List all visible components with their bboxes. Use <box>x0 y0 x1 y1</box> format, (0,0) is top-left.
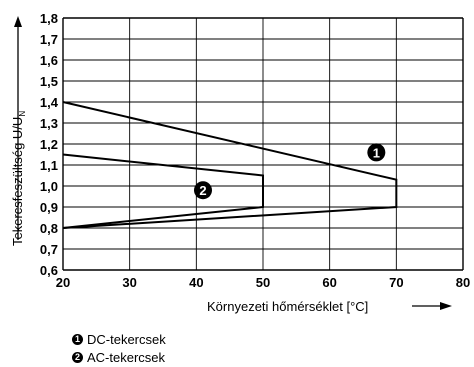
x-axis-title: Környezeti hőmérséklet [°C] <box>207 299 368 314</box>
y-tick-label: 0,9 <box>40 200 58 215</box>
legend-marker-1: 1 <box>72 334 83 345</box>
x-tick-label: 30 <box>122 275 136 290</box>
legend-label-ac: AC-tekercsek <box>87 350 166 365</box>
y-tick-label: 0,8 <box>40 221 58 236</box>
legend-item-ac: 2 AC-tekercsek <box>72 350 165 365</box>
x-tick-label: 60 <box>322 275 336 290</box>
series-line-2 <box>62 153 264 229</box>
y-tick-label: 0,7 <box>40 242 58 257</box>
y-tick-label: 1,6 <box>40 53 58 68</box>
y-tick-label: 1,5 <box>40 74 58 89</box>
series-markers: 12 <box>194 143 386 200</box>
y-tick-label: 1,0 <box>40 179 58 194</box>
x-tick-label: 20 <box>56 275 70 290</box>
series-line-1 <box>62 101 398 229</box>
series-layer <box>62 101 398 229</box>
legend-item-dc: 1 DC-tekercsek <box>72 332 166 347</box>
y-tick-label: 1,1 <box>40 158 58 173</box>
x-tick-label: 50 <box>256 275 270 290</box>
series-marker-label-1: 1 <box>373 145 380 160</box>
series-marker-2 <box>194 181 212 200</box>
series-marker-label-2: 2 <box>199 183 206 198</box>
y-tick-label: 1,8 <box>40 11 58 26</box>
x-tick-label: 80 <box>456 275 470 290</box>
legend-label-dc: DC-tekercsek <box>87 332 166 347</box>
y-tick-label: 1,7 <box>40 32 58 47</box>
y-axis-arrow-head <box>14 16 22 27</box>
tick-labels: 20 30 40 50 60 70 80 0,6 0,7 0,8 0,9 1,0 1,1 1,2 1,3 1,… <box>40 11 470 290</box>
x-tick-label: 70 <box>389 275 403 290</box>
legend-marker-2: 2 <box>72 352 83 363</box>
y-tick-label: 1,3 <box>40 116 58 131</box>
y-tick-label: 1,2 <box>40 137 58 152</box>
x-axis-arrow-head <box>440 302 452 310</box>
grid <box>62 17 464 271</box>
x-tick-label: 40 <box>189 275 203 290</box>
series-marker-1 <box>367 143 386 162</box>
y-tick-label: 0,6 <box>40 263 58 278</box>
y-axis-title: Tekercsfeszültség U/UN <box>10 111 27 246</box>
y-tick-label: 1,4 <box>40 95 59 110</box>
